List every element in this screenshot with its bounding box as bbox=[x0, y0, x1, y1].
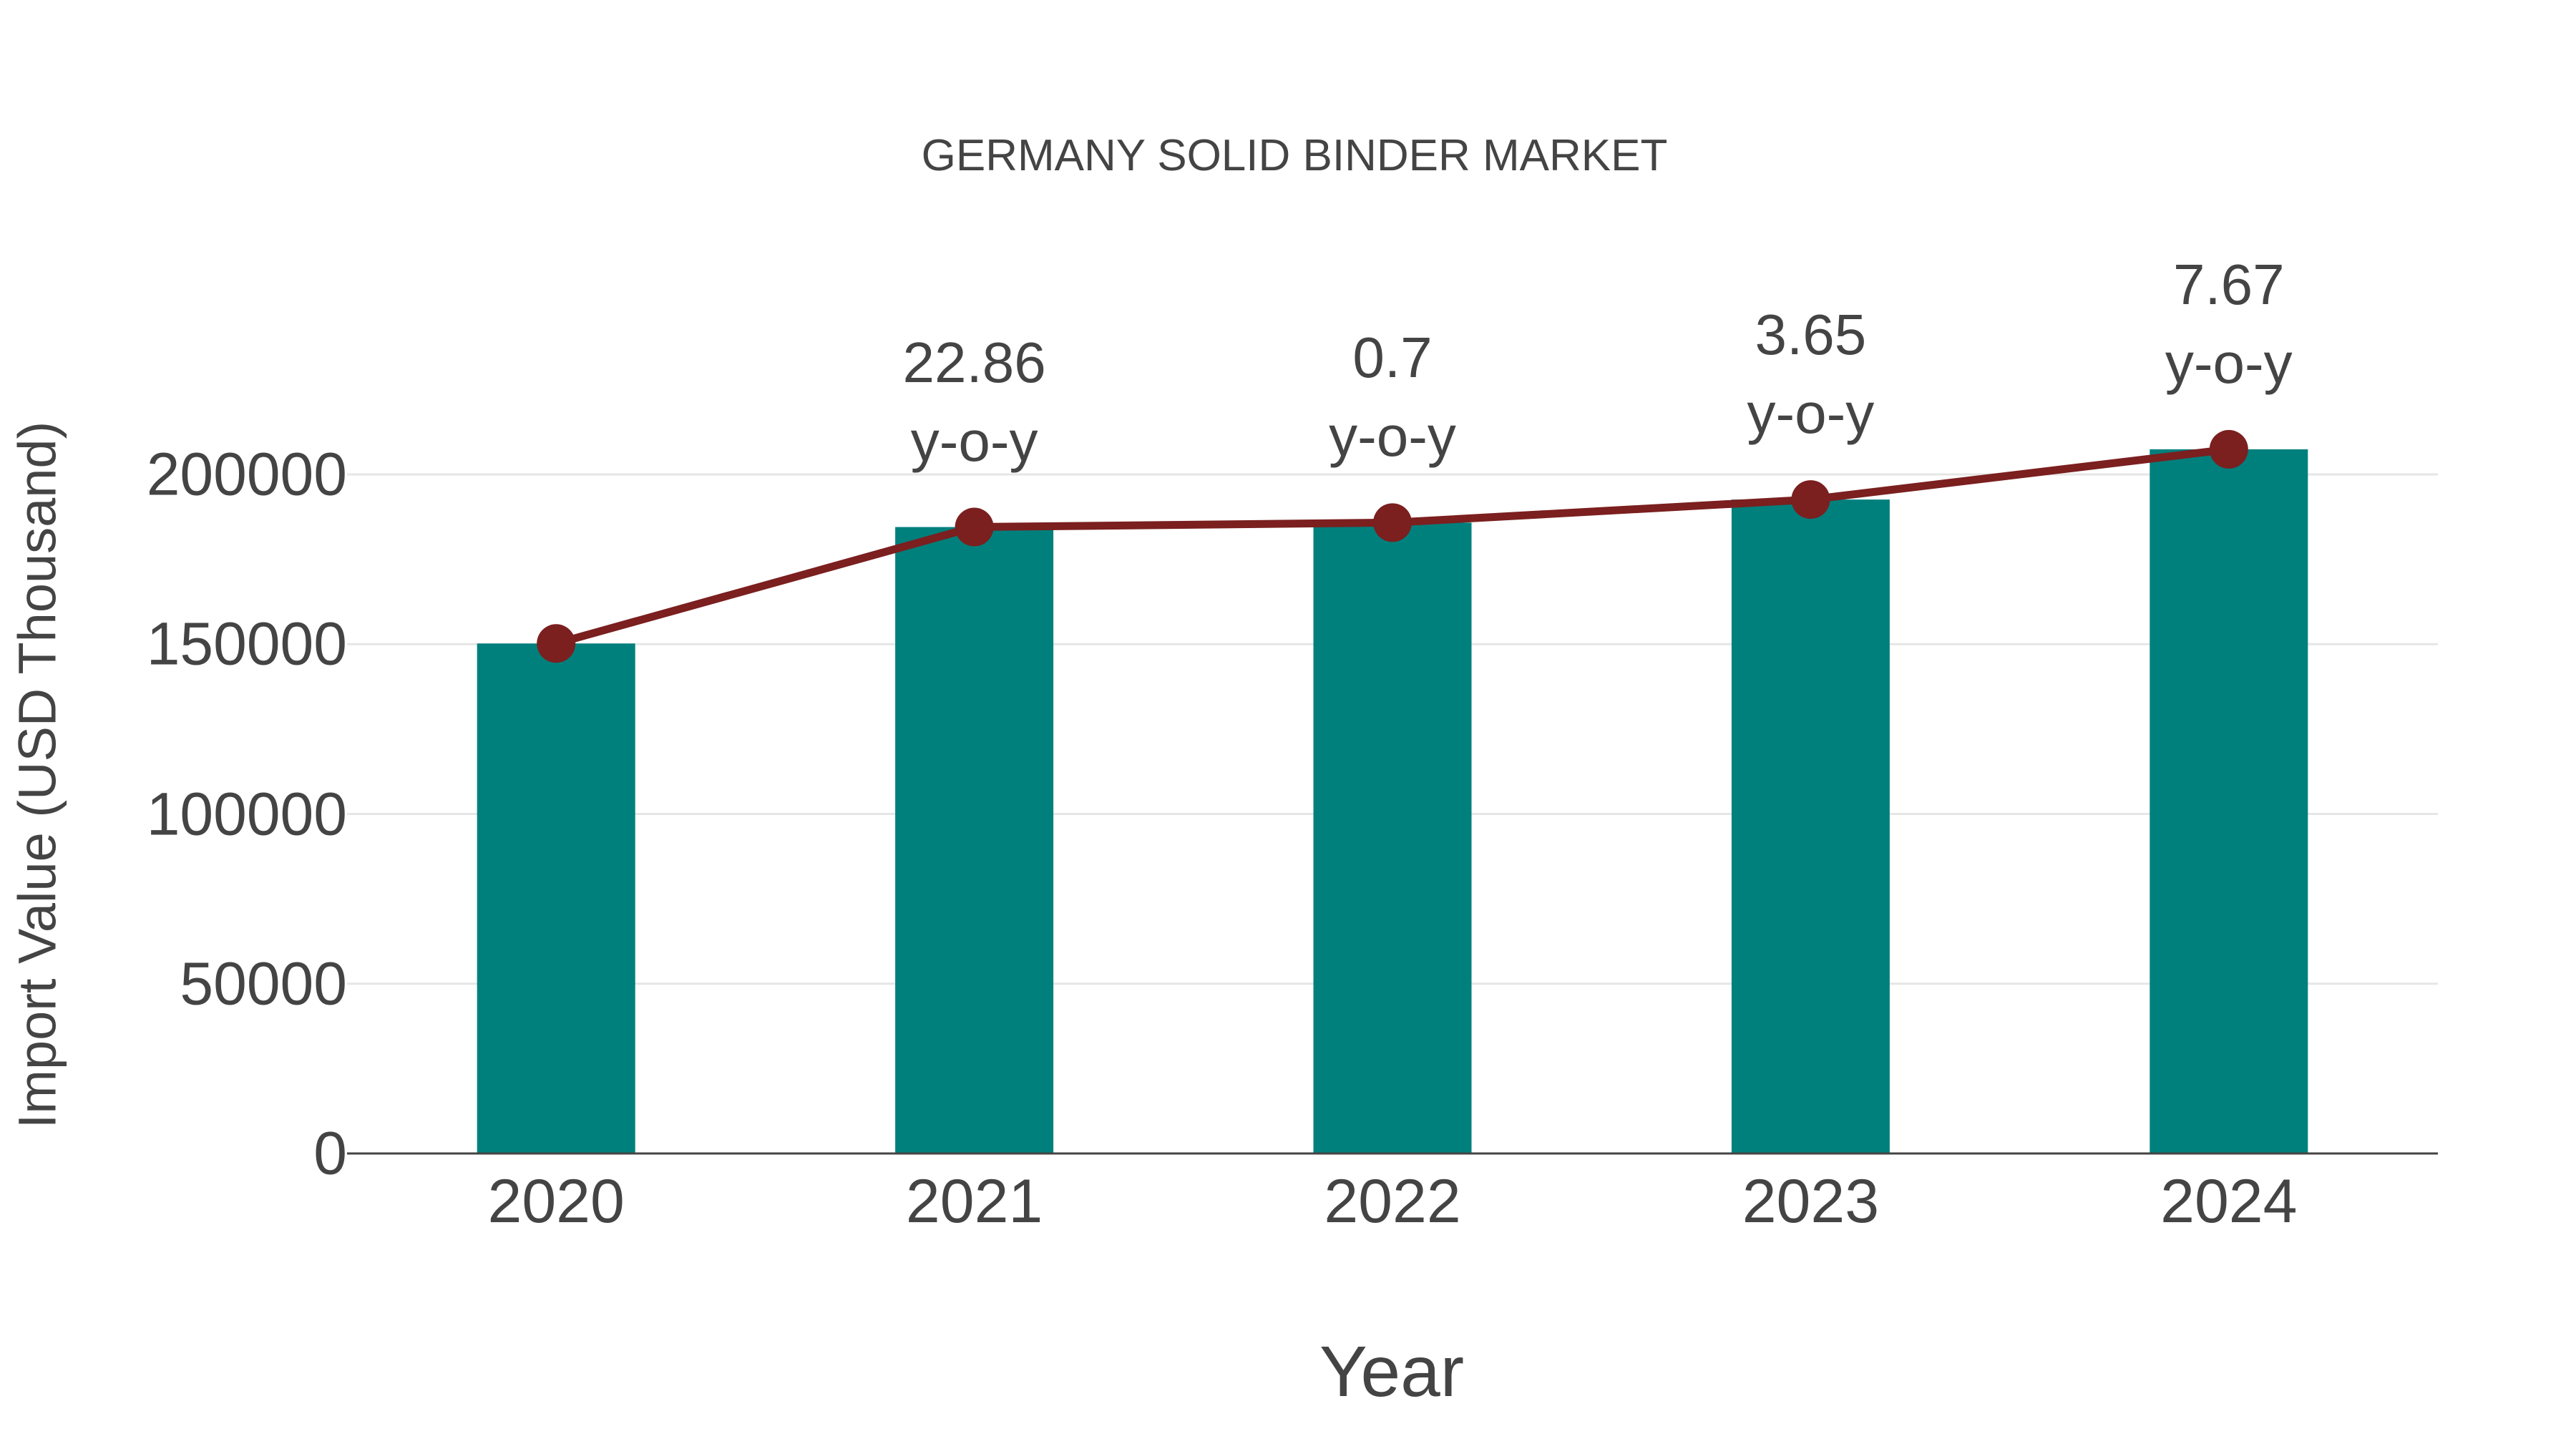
trend-marker bbox=[537, 624, 576, 663]
trend-marker bbox=[955, 507, 994, 547]
x-tick-label: 2024 bbox=[2160, 1167, 2298, 1236]
yoy-suffix: y-o-y bbox=[2165, 331, 2293, 395]
x-tick-label: 2023 bbox=[1742, 1167, 1880, 1236]
chart-title: GERMANY SOLID BINDER MARKET bbox=[921, 131, 1668, 180]
bar-series bbox=[477, 449, 2308, 1153]
bar-2023 bbox=[1731, 499, 1890, 1153]
bar-2021 bbox=[895, 527, 1054, 1153]
yoy-value: 3.65 bbox=[1755, 303, 1867, 367]
trend-marker bbox=[2209, 429, 2248, 469]
yoy-annotation: 3.65 y-o-y bbox=[1747, 296, 1875, 453]
y-tick-label: 50000 bbox=[180, 950, 347, 1018]
yoy-annotation: 0.7 y-o-y bbox=[1329, 318, 1456, 476]
yoy-suffix: y-o-y bbox=[1747, 381, 1875, 446]
x-tick-label: 2022 bbox=[1324, 1167, 1461, 1236]
bar-2024 bbox=[2150, 449, 2308, 1153]
bar-2020 bbox=[477, 643, 635, 1153]
x-tick-label: 2020 bbox=[487, 1167, 625, 1236]
x-axis-title: Year bbox=[1319, 1332, 1465, 1412]
x-tick-label: 2021 bbox=[905, 1167, 1043, 1236]
yoy-value: 0.7 bbox=[1352, 326, 1433, 390]
y-axis-title: Import Value (USD Thousand) bbox=[7, 421, 67, 1129]
yoy-suffix: y-o-y bbox=[910, 409, 1038, 473]
yoy-value: 22.86 bbox=[902, 330, 1046, 394]
yoy-annotation: 22.86 y-o-y bbox=[902, 323, 1045, 481]
yoy-value: 7.67 bbox=[2172, 252, 2285, 316]
y-tick-label: 100000 bbox=[146, 780, 347, 847]
trend-marker bbox=[1791, 480, 1830, 519]
yoy-annotation: 7.67 y-o-y bbox=[2165, 245, 2293, 403]
trend-marker bbox=[1373, 503, 1412, 542]
trend-markers bbox=[537, 429, 2248, 663]
y-tick-label: 200000 bbox=[146, 440, 347, 508]
y-tick-label: 0 bbox=[313, 1119, 347, 1187]
yoy-suffix: y-o-y bbox=[1329, 404, 1456, 469]
bar-2022 bbox=[1313, 522, 1472, 1153]
y-tick-label: 150000 bbox=[146, 610, 347, 678]
